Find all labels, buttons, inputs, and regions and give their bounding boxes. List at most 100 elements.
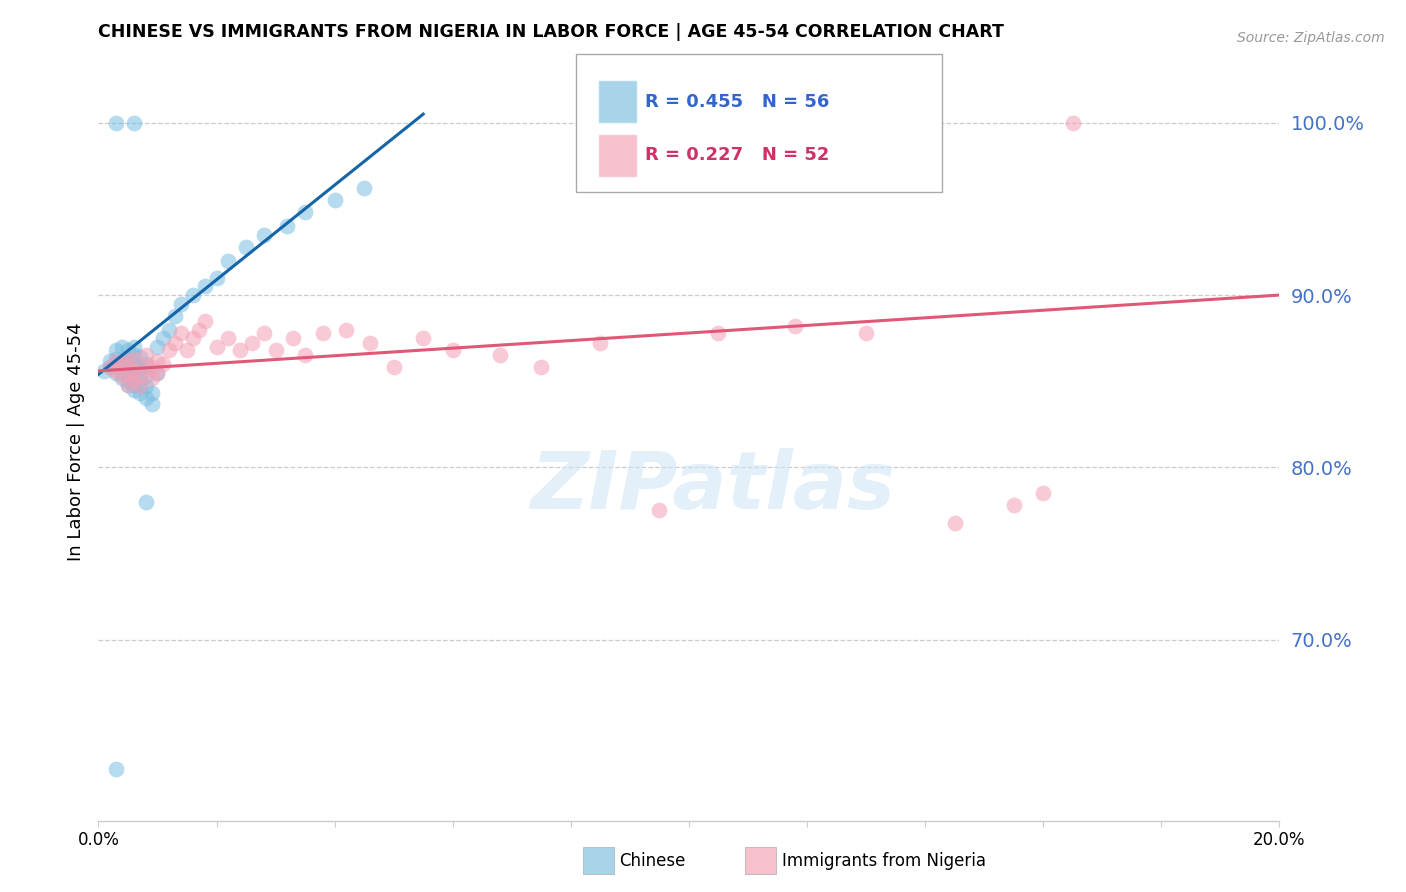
Point	[117, 343, 139, 358]
Point	[489, 348, 512, 362]
Text: CHINESE VS IMMIGRANTS FROM NIGERIA IN LABOR FORCE | AGE 45-54 CORRELATION CHART: CHINESE VS IMMIGRANTS FROM NIGERIA IN LA…	[98, 23, 1004, 41]
Point	[122, 377, 145, 392]
Point	[122, 364, 145, 378]
Point	[235, 240, 257, 254]
Point	[135, 379, 157, 393]
Point	[122, 116, 145, 130]
Point	[943, 516, 966, 530]
Point	[229, 343, 252, 358]
Text: Source: ZipAtlas.com: Source: ZipAtlas.com	[1237, 31, 1385, 45]
Point	[111, 371, 134, 385]
Point	[122, 348, 145, 362]
Point	[98, 360, 121, 375]
Point	[217, 331, 239, 345]
Point	[111, 357, 134, 371]
Point	[165, 309, 187, 323]
Point	[146, 366, 169, 380]
Point	[122, 374, 145, 388]
Point	[187, 322, 209, 336]
Point	[98, 360, 121, 375]
Point	[141, 386, 163, 401]
Text: Immigrants from Nigeria: Immigrants from Nigeria	[782, 852, 986, 870]
Point	[146, 353, 169, 368]
Point	[128, 360, 150, 375]
Point	[170, 326, 193, 340]
Point	[117, 364, 139, 378]
Point	[294, 205, 316, 219]
Point	[1062, 116, 1084, 130]
Point	[253, 326, 276, 340]
Point	[117, 353, 139, 368]
Point	[128, 379, 150, 393]
Text: R = 0.227   N = 52: R = 0.227 N = 52	[645, 146, 830, 164]
Point	[111, 340, 134, 354]
Point	[264, 343, 287, 358]
Point	[181, 288, 204, 302]
Text: R = 0.455   N = 56: R = 0.455 N = 56	[645, 93, 830, 111]
Y-axis label: In Labor Force | Age 45-54: In Labor Force | Age 45-54	[66, 322, 84, 561]
Point	[359, 336, 381, 351]
Point	[441, 343, 464, 358]
Point	[283, 331, 305, 345]
Point	[135, 392, 157, 406]
Point	[111, 369, 134, 384]
Point	[98, 353, 121, 368]
Point	[707, 326, 730, 340]
Point	[128, 371, 150, 385]
Point	[157, 322, 180, 336]
Point	[294, 348, 316, 362]
Point	[128, 350, 150, 364]
Point	[240, 336, 263, 351]
Point	[1002, 498, 1025, 512]
Point	[117, 357, 139, 371]
Point	[141, 360, 163, 375]
Point	[194, 314, 217, 328]
Point	[135, 360, 157, 375]
Point	[217, 253, 239, 268]
Point	[589, 336, 612, 351]
Point	[855, 326, 877, 340]
Point	[205, 340, 228, 354]
Point	[122, 340, 145, 354]
Point	[323, 194, 346, 208]
Point	[412, 331, 434, 345]
Point	[117, 366, 139, 380]
Point	[170, 296, 193, 310]
Point	[152, 357, 174, 371]
Point	[135, 348, 157, 362]
Point	[785, 319, 807, 334]
Point	[648, 503, 671, 517]
Point	[111, 353, 134, 368]
Point	[128, 369, 150, 384]
Point	[382, 360, 405, 375]
Point	[122, 357, 145, 371]
Point	[353, 181, 375, 195]
Point	[141, 371, 163, 385]
Point	[253, 227, 276, 242]
Point	[181, 331, 204, 345]
Point	[117, 377, 139, 392]
Point	[117, 369, 139, 384]
Point	[276, 219, 298, 234]
Point	[105, 351, 128, 366]
Point	[205, 270, 228, 285]
Point	[128, 377, 150, 392]
Point	[1032, 486, 1054, 500]
Point	[111, 360, 134, 375]
Point	[157, 343, 180, 358]
Point	[141, 396, 163, 410]
Point	[105, 366, 128, 380]
Point	[117, 377, 139, 392]
Point	[105, 353, 128, 368]
Point	[105, 364, 128, 378]
Text: Chinese: Chinese	[619, 852, 685, 870]
Point	[105, 762, 128, 776]
Point	[105, 343, 128, 358]
Point	[530, 360, 553, 375]
Point	[176, 343, 198, 358]
Point	[146, 340, 169, 354]
Point	[135, 369, 157, 384]
Point	[105, 357, 128, 371]
Point	[122, 369, 145, 384]
Text: ZIPatlas: ZIPatlas	[530, 448, 896, 526]
